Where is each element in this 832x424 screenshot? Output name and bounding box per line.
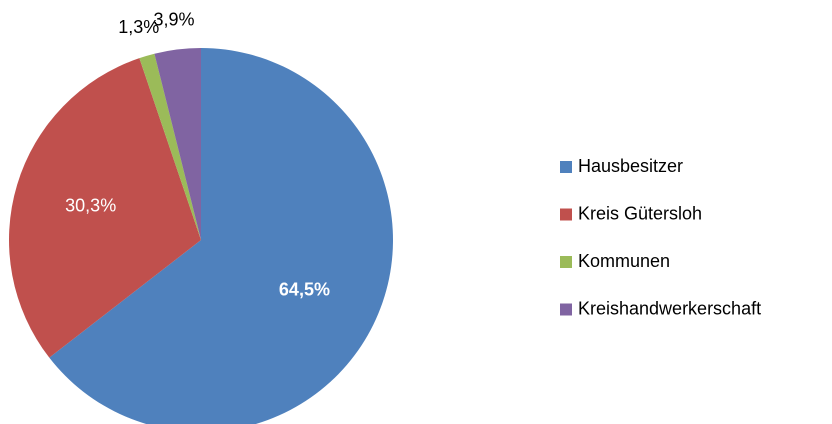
data-label: 30,3% — [65, 196, 116, 216]
legend-label: Kreishandwerkerschaft — [578, 298, 761, 318]
data-label: 64,5% — [279, 279, 330, 299]
pie-slice — [49, 48, 393, 424]
data-label: 3,9% — [153, 10, 194, 30]
legend-swatch — [560, 208, 572, 221]
legend-label: Kreis Gütersloh — [578, 203, 702, 223]
legend-swatch — [560, 161, 572, 173]
legend-label: Hausbesitzer — [578, 156, 683, 176]
data-label: 1,3% — [118, 17, 159, 37]
pie-slice — [8, 58, 202, 358]
pie-slice — [139, 53, 201, 241]
legend-label: Kommunen — [578, 251, 670, 271]
legend-swatch — [560, 303, 572, 316]
legend-swatch — [560, 256, 572, 268]
pie-slice — [154, 48, 201, 240]
